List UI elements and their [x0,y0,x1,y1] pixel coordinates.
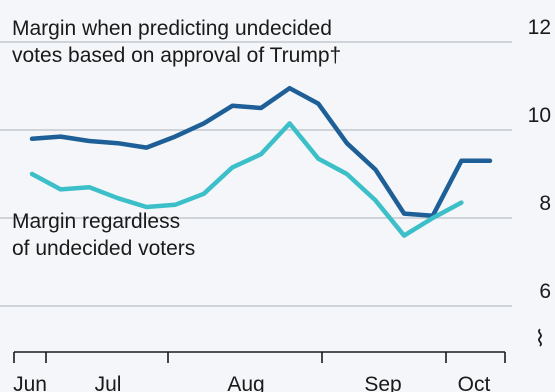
y-axis-ticks: 12 10 8 6 [528,16,551,303]
series-label-1-line-1: Margin when predicting undecided [12,17,332,40]
x-axis: Jun Jul Aug Sep Oct [13,351,506,392]
y-tick-label: 6 [539,280,551,303]
series-line-1 [29,85,493,219]
y-tick-label: 8 [539,192,551,215]
x-tick-label: Jul [95,373,122,392]
series-label-1-line-2: votes based on approval of Trump† [12,44,341,67]
y-tick-label: 10 [528,104,551,127]
y-axis-break-icon: ⌇ [535,326,546,351]
x-tick-label: Aug [227,373,264,392]
series-label-2-line-2: of undecided voters [12,237,195,260]
x-tick-label: Jun [13,373,47,392]
series-labels: Margin when predicting undecided votes ba… [12,17,341,260]
x-tick-label: Oct [458,373,491,392]
gridlines [0,41,512,307]
series-label-2-line-1: Margin regardless [12,210,180,233]
series-lines [29,85,493,238]
y-tick-label: 12 [528,16,551,39]
x-tick-label: Sep [364,373,401,392]
series-line-2 [29,121,464,238]
